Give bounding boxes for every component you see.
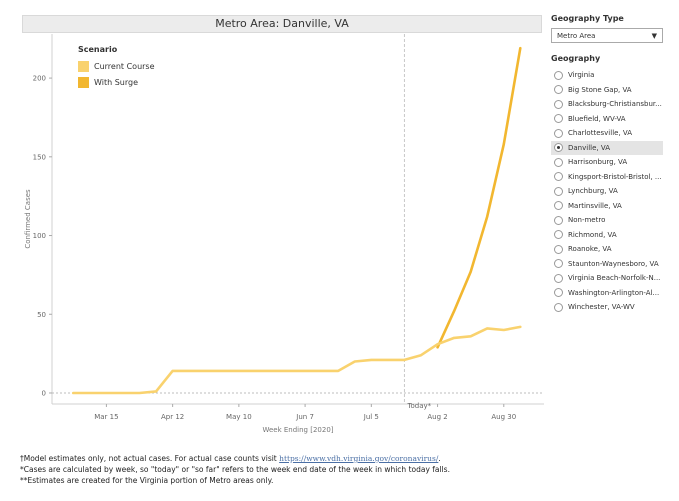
filter-sidebar: Geography Type Metro Area ▼ Geography Vi… <box>551 14 663 315</box>
vdh-link[interactable]: https://www.vdh.virginia.gov/coronavirus… <box>279 454 439 463</box>
radio-unchecked-icon[interactable] <box>554 157 563 167</box>
x-tick-label: Aug 30 <box>491 413 516 421</box>
footnote-today: *Cases are calculated by week, so "today… <box>20 465 450 474</box>
radio-unchecked-icon[interactable] <box>554 99 563 109</box>
geography-option[interactable]: Virginia <box>551 68 663 83</box>
geography-option-label: Charlottesville, VA <box>568 129 633 138</box>
geography-type-value: Metro Area <box>557 31 596 40</box>
geography-option-label: Lynchburg, VA <box>568 187 618 196</box>
today-label: Today* <box>406 402 431 410</box>
series-line-current-course <box>72 325 522 395</box>
radio-unchecked-icon[interactable] <box>554 273 563 283</box>
geography-option[interactable]: Non-metro <box>551 213 663 228</box>
footnote-model-estimates: †Model estimates only, not actual cases.… <box>20 453 450 464</box>
geography-option-label: Non-metro <box>568 216 606 225</box>
geography-option[interactable]: Lynchburg, VA <box>551 184 663 199</box>
geography-option[interactable]: Big Stone Gap, VA <box>551 83 663 98</box>
y-tick-label: 150 <box>33 153 46 161</box>
geography-option-label: Virginia Beach-Norfolk-N... <box>568 274 661 283</box>
footnotes: †Model estimates only, not actual cases.… <box>20 453 450 486</box>
geography-option-label: Martinsville, VA <box>568 201 622 210</box>
chart-area: Metro Area: Danville, VA 0 50 100 150 200 Mar… <box>22 15 544 434</box>
geography-option-label: Big Stone Gap, VA <box>568 85 632 94</box>
legend-item-current-course[interactable]: Current Course <box>78 58 155 74</box>
radio-unchecked-icon[interactable] <box>554 114 563 124</box>
geography-option-label: Roanoke, VA <box>568 245 612 254</box>
geography-type-dropdown[interactable]: Metro Area ▼ <box>551 28 663 43</box>
legend-label-current-course: Current Course <box>94 61 155 71</box>
radio-unchecked-icon[interactable] <box>554 230 563 240</box>
geography-option-label: Washington-Arlington-Al... <box>568 288 660 297</box>
geography-option[interactable]: Washington-Arlington-Al... <box>551 286 663 301</box>
x-tick-label: Mar 15 <box>94 413 118 421</box>
line-chart: 0 50 100 150 200 Mar 15 Apr 12 May 10 Jun 7 Jul 5… <box>24 34 544 434</box>
radio-unchecked-icon[interactable] <box>554 302 563 312</box>
geography-option[interactable]: Virginia Beach-Norfolk-N... <box>551 271 663 286</box>
chart-title: Metro Area: Danville, VA <box>22 15 542 33</box>
legend-item-with-surge[interactable]: With Surge <box>78 74 155 90</box>
geography-title: Geography <box>551 54 601 63</box>
radio-unchecked-icon[interactable] <box>554 259 563 269</box>
x-tick-label: Aug 2 <box>427 413 447 421</box>
geography-option-label: Virginia <box>568 71 595 80</box>
geography-radio-list: Virginia Big Stone Gap, VA Blacksburg-Chri… <box>551 68 663 315</box>
footnote-virginia-portion: **Estimates are created for the Virginia… <box>20 476 274 485</box>
geography-option-label: Staunton-Waynesboro, VA <box>568 259 659 268</box>
geography-option-label: Richmond, VA <box>568 230 617 239</box>
x-tick-label: Apr 12 <box>161 413 184 421</box>
x-axis-title: Week Ending [2020] <box>262 426 333 434</box>
x-tick-label: Jul 5 <box>363 413 379 421</box>
geography-option-label: Harrisonburg, VA <box>568 158 628 167</box>
geography-option[interactable]: Harrisonburg, VA <box>551 155 663 170</box>
geography-option[interactable]: Blacksburg-Christiansbur... <box>551 97 663 112</box>
x-tick-label: May 10 <box>226 413 252 421</box>
radio-unchecked-icon[interactable] <box>554 288 563 298</box>
legend-label-with-surge: With Surge <box>94 77 139 87</box>
radio-unchecked-icon[interactable] <box>554 85 563 95</box>
radio-unchecked-icon[interactable] <box>554 186 563 196</box>
chevron-down-icon: ▼ <box>651 31 657 40</box>
geography-option[interactable]: Roanoke, VA <box>551 242 663 257</box>
y-tick-label: 100 <box>33 232 46 240</box>
geography-option[interactable]: Bluefield, WV-VA <box>551 112 663 127</box>
radio-unchecked-icon[interactable] <box>554 70 563 80</box>
legend-swatch-current-course <box>78 60 89 72</box>
legend-title: Scenario <box>78 45 118 54</box>
radio-unchecked-icon[interactable] <box>554 128 563 138</box>
geography-type-title: Geography Type <box>551 14 624 23</box>
geography-option-label: Winchester, VA-WV <box>568 303 635 312</box>
legend-swatch-with-surge <box>78 76 89 88</box>
radio-unchecked-icon[interactable] <box>554 215 563 225</box>
radio-unchecked-icon[interactable] <box>554 244 563 254</box>
geography-option[interactable]: Staunton-Waynesboro, VA <box>551 257 663 272</box>
legend: Scenario Current Course With Surge <box>78 45 155 90</box>
footnote-1-text: †Model estimates only, not actual cases.… <box>20 454 280 463</box>
geography-option-label: Blacksburg-Christiansbur... <box>568 100 662 109</box>
radio-unchecked-icon[interactable] <box>554 172 563 182</box>
x-tick-label: Jun 7 <box>295 413 314 421</box>
geography-option-label: Danville, VA <box>568 143 610 152</box>
geography-option[interactable]: Richmond, VA <box>551 228 663 243</box>
y-tick-label: 200 <box>33 75 46 83</box>
geography-option-label: Kingsport-Bristol-Bristol, ... <box>568 172 662 181</box>
y-tick-label: 0 <box>42 389 46 397</box>
geography-option[interactable]: Charlottesville, VA <box>551 126 663 141</box>
series-line-with-surge <box>436 46 522 349</box>
geography-option[interactable]: Kingsport-Bristol-Bristol, ... <box>551 170 663 185</box>
y-tick-label: 50 <box>37 311 46 319</box>
y-axis-title: Confirmed Cases <box>24 189 32 249</box>
radio-unchecked-icon[interactable] <box>554 201 563 211</box>
geography-option-label: Bluefield, WV-VA <box>568 114 626 123</box>
radio-checked-icon[interactable] <box>554 143 563 153</box>
footnote-1-suffix: . <box>438 454 441 463</box>
geography-option[interactable]: Winchester, VA-WV <box>551 300 663 315</box>
geography-option[interactable]: Martinsville, VA <box>551 199 663 214</box>
geography-option[interactable]: Danville, VA <box>551 140 663 155</box>
